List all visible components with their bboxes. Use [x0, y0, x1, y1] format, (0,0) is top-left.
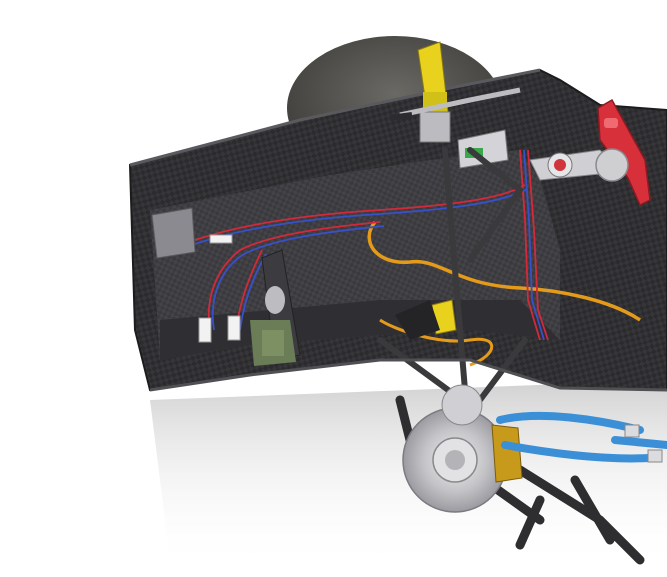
bulkhead-box	[151, 207, 196, 259]
rocker-black	[395, 300, 440, 340]
hub	[441, 384, 483, 426]
connector-left	[198, 317, 212, 343]
steering-wheel	[595, 98, 651, 207]
orange-hose	[367, 220, 641, 322]
brake-disc	[402, 407, 508, 513]
tub-top-edge	[129, 68, 541, 167]
pedal-box	[250, 249, 301, 366]
upper-actuator	[389, 41, 521, 143]
tub-lower-edge	[149, 358, 667, 392]
brake-caliper	[491, 424, 523, 483]
connector-top	[209, 234, 233, 244]
wiring-harness	[194, 149, 549, 341]
hose-fittings	[624, 424, 663, 463]
connector-right	[227, 315, 241, 341]
